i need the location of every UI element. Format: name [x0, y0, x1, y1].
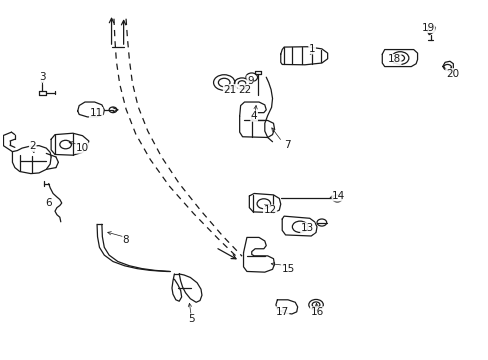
Text: 21: 21 [223, 85, 236, 95]
Text: 10: 10 [76, 143, 89, 153]
Text: 3: 3 [39, 72, 46, 82]
Text: 15: 15 [281, 264, 294, 274]
Text: 22: 22 [237, 85, 251, 95]
Text: 13: 13 [300, 223, 313, 233]
Text: 16: 16 [310, 307, 323, 317]
Text: 18: 18 [387, 54, 400, 64]
Text: 1: 1 [308, 44, 315, 54]
Text: 4: 4 [250, 111, 257, 121]
Text: 9: 9 [246, 76, 253, 86]
Text: 20: 20 [445, 69, 458, 79]
Text: 19: 19 [421, 23, 434, 33]
Text: 2: 2 [29, 141, 36, 151]
Text: 8: 8 [122, 235, 129, 245]
Text: 14: 14 [331, 191, 345, 201]
Text: 5: 5 [187, 314, 194, 324]
Text: 17: 17 [275, 307, 288, 317]
Text: 12: 12 [263, 205, 276, 215]
Text: 6: 6 [45, 198, 52, 208]
Text: 11: 11 [89, 108, 102, 118]
Text: 7: 7 [283, 140, 290, 149]
